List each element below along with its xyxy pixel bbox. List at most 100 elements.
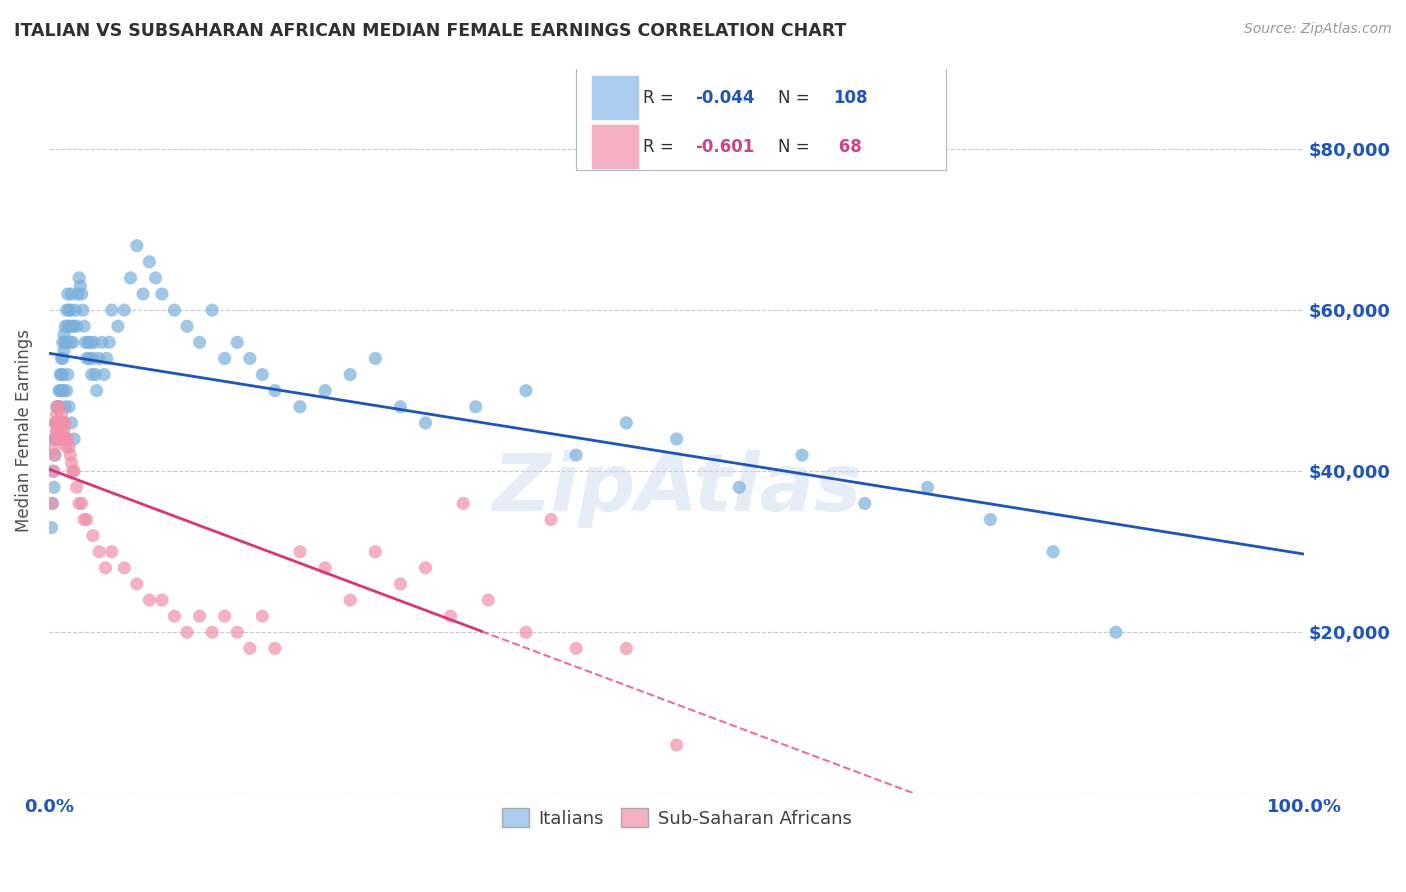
Point [107,319,129,334]
Point [96,351,118,366]
Text: 68: 68 [834,137,862,156]
Point [52,368,75,382]
Point [917,480,939,494]
Point [79,335,101,350]
Point [82,351,104,366]
Point [226,625,249,640]
Point [44,432,66,446]
Point [364,545,387,559]
Point [58,440,80,454]
Point [60,319,83,334]
FancyBboxPatch shape [592,77,638,120]
Point [73,319,96,334]
Point [48,400,70,414]
Point [42,448,65,462]
Point [540,512,562,526]
Point [42,464,65,478]
Point [60,416,83,430]
Point [264,641,287,656]
Point [70,287,93,301]
Point [56,432,79,446]
Point [665,432,688,446]
Point [42,464,65,478]
Point [125,238,148,252]
Point [52,432,75,446]
Text: R =: R = [643,137,679,156]
Point [53,400,76,414]
Point [59,303,82,318]
Point [42,480,65,494]
Point [1105,625,1128,640]
Point [56,319,79,334]
Point [728,480,751,494]
Point [138,593,160,607]
Point [46,416,69,430]
Point [389,400,412,414]
Point [41,520,63,534]
Point [63,319,86,334]
Point [464,400,486,414]
Point [44,416,66,430]
Point [65,480,87,494]
Point [46,400,69,414]
Point [53,335,76,350]
Point [163,303,186,318]
Point [63,464,86,478]
Point [440,609,463,624]
Point [415,561,437,575]
Point [98,335,121,350]
Point [55,384,77,398]
Point [853,496,876,510]
Point [51,384,73,398]
Text: Source: ZipAtlas.com: Source: ZipAtlas.com [1244,22,1392,37]
Point [145,271,167,285]
Point [94,561,117,575]
Point [364,351,387,366]
Point [314,384,336,398]
Point [665,738,688,752]
Point [214,351,236,366]
Point [48,400,70,414]
Point [82,528,104,542]
Point [138,255,160,269]
Point [44,432,66,446]
Point [125,577,148,591]
Text: -0.044: -0.044 [696,89,755,107]
Point [45,400,67,414]
Text: R =: R = [643,89,679,107]
Point [565,448,588,462]
Point [100,303,122,318]
Point [53,424,76,438]
Point [77,335,100,350]
Point [70,496,93,510]
Point [48,432,70,446]
Point [76,512,98,526]
Point [62,335,84,350]
Point [176,625,198,640]
Point [58,319,80,334]
Point [49,432,72,446]
Point [252,368,274,382]
Point [53,384,76,398]
Text: N =: N = [779,137,815,156]
Point [46,416,69,430]
Point [515,625,537,640]
Point [451,496,474,510]
Point [67,496,90,510]
Point [52,335,75,350]
Point [389,577,412,591]
Point [790,448,813,462]
Point [188,609,211,624]
Point [48,400,70,414]
Point [264,384,287,398]
Point [314,561,336,575]
Point [415,416,437,430]
Point [52,351,75,366]
Point [132,287,155,301]
Point [55,303,77,318]
Point [59,335,82,350]
Point [201,303,224,318]
Point [49,384,72,398]
Point [45,408,67,422]
Point [55,440,77,454]
